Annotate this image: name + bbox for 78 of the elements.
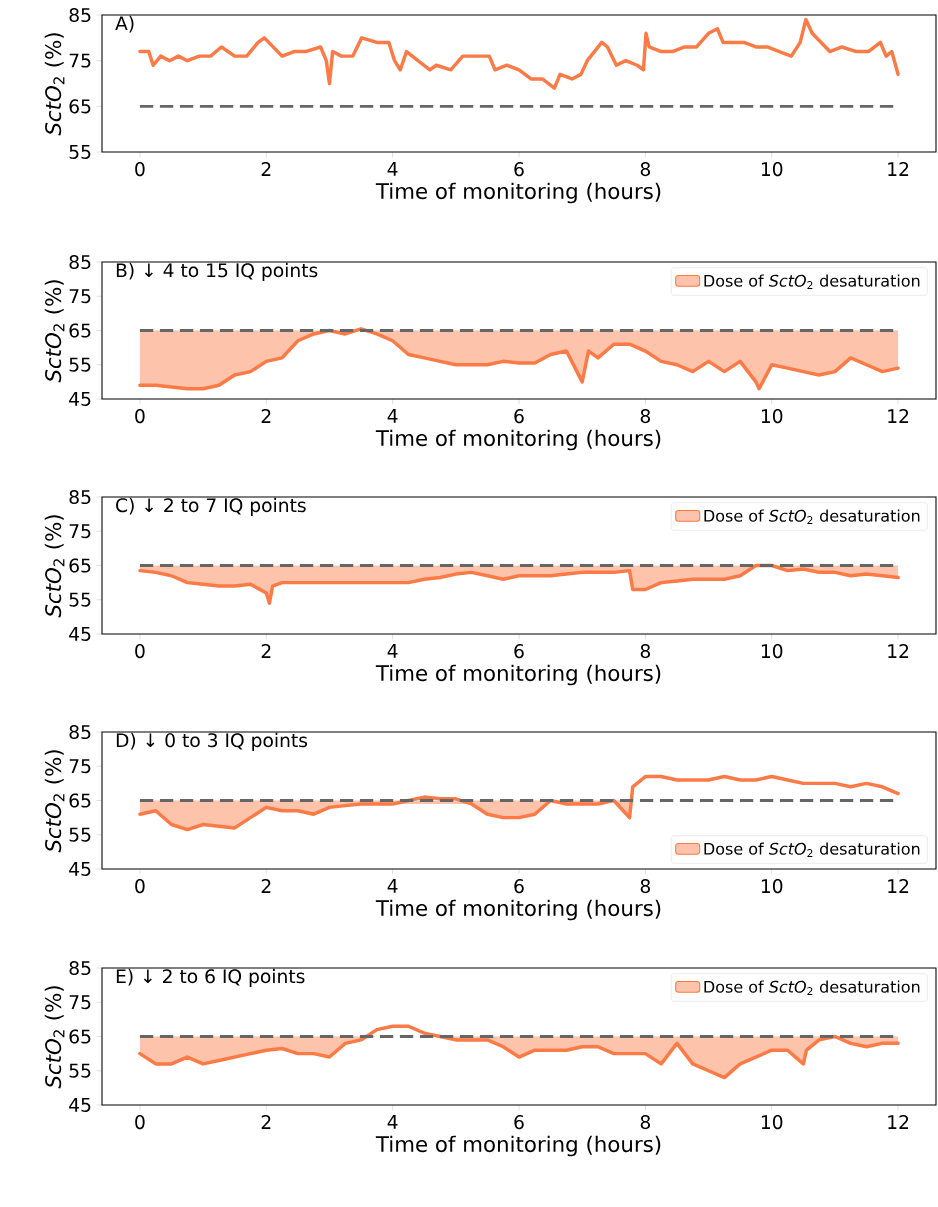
x-tick-label: 12 xyxy=(888,879,909,893)
y-tick-label: 75 xyxy=(69,53,91,68)
x-tick-label: 6 xyxy=(514,162,524,177)
x-tick-label: 12 xyxy=(888,644,909,658)
x-tick-label: 8 xyxy=(640,409,651,424)
y-tick-label: 75 xyxy=(69,289,91,304)
x-tick-label: 8 xyxy=(640,644,651,659)
x-tick-label: 2 xyxy=(261,644,271,658)
chart-title: D) ↓ 0 to 3 IQ points xyxy=(116,732,308,751)
y-tick-label: 45 xyxy=(69,627,91,641)
y-tick-label: 55 xyxy=(69,827,91,842)
y-tick-label: 85 xyxy=(69,7,91,23)
y-axis-title: SctO$_{2}$ (%) xyxy=(44,515,65,618)
x-tick-label: 0 xyxy=(135,1115,145,1130)
x-tick-label: 0 xyxy=(135,162,145,177)
y-tick-label: 65 xyxy=(69,99,91,114)
x-tick-label: 4 xyxy=(387,644,398,658)
y-tick-label: 45 xyxy=(69,392,91,406)
y-tick-label: 55 xyxy=(69,592,91,607)
y-axis-title: SctO$_{2}$ (%) xyxy=(44,986,65,1089)
y-tick-label: 75 xyxy=(69,759,91,774)
x-axis-title: Time of monitoring (hours) xyxy=(375,664,661,686)
x-tick-label: 8 xyxy=(640,162,651,177)
y-tick-label: 45 xyxy=(69,862,91,876)
x-tick-label: 10 xyxy=(761,409,783,424)
y-tick-label: 75 xyxy=(69,524,91,539)
y-axis-title: SctO$_{2}$ (%) xyxy=(44,750,65,853)
x-axis-title: Time of monitoring (hours) xyxy=(375,1135,661,1157)
x-tick-label: 8 xyxy=(640,1115,651,1130)
x-tick-label: 6 xyxy=(514,644,524,659)
legend-label: Dose of SctO$_{2}$ desaturation xyxy=(704,842,920,857)
x-tick-label: 12 xyxy=(888,1115,909,1129)
y-tick-label: 85 xyxy=(69,960,91,976)
x-tick-label: 6 xyxy=(514,409,524,424)
x-tick-label: 0 xyxy=(135,644,145,659)
x-tick-label: 8 xyxy=(640,879,651,894)
y-tick-label: 65 xyxy=(69,558,91,573)
y-tick-label: 65 xyxy=(69,793,91,808)
y-tick-label: 55 xyxy=(69,1063,91,1078)
x-axis-title: Time of monitoring (hours) xyxy=(375,899,661,921)
x-tick-label: 2 xyxy=(261,162,271,176)
y-axis-title: SctO$_{2}$ (%) xyxy=(44,33,65,136)
y-tick-label: 85 xyxy=(69,489,91,505)
x-tick-label: 0 xyxy=(135,409,145,424)
x-tick-label: 0 xyxy=(135,879,145,894)
chart-title: A) xyxy=(115,15,134,33)
y-tick-label: 65 xyxy=(69,323,91,338)
x-tick-label: 6 xyxy=(514,1115,524,1130)
legend-label: Dose of SctO$_{2}$ desaturation xyxy=(704,980,920,995)
x-tick-label: 12 xyxy=(888,409,909,423)
x-tick-label: 2 xyxy=(261,879,271,893)
chart-title: E) ↓ 2 to 6 IQ points xyxy=(116,968,305,987)
x-tick-label: 4 xyxy=(387,162,398,176)
x-tick-label: 2 xyxy=(261,409,271,423)
y-tick-label: 85 xyxy=(69,254,91,270)
x-tick-label: 10 xyxy=(761,879,783,894)
x-tick-label: 4 xyxy=(387,879,398,893)
y-tick-label: 65 xyxy=(69,1029,91,1044)
y-tick-label: 75 xyxy=(69,995,91,1010)
x-axis-title: Time of monitoring (hours) xyxy=(375,429,661,451)
x-tick-label: 6 xyxy=(514,879,524,894)
chart-title: B) ↓ 4 to 15 IQ points xyxy=(116,262,318,281)
y-axis-title: SctO$_{2}$ (%) xyxy=(44,280,65,383)
x-tick-label: 4 xyxy=(387,1115,398,1129)
chart-title: C) ↓ 2 to 7 IQ points xyxy=(116,497,306,516)
x-tick-label: 10 xyxy=(761,1115,783,1130)
x-tick-label: 2 xyxy=(261,1115,271,1129)
y-tick-label: 55 xyxy=(69,357,91,372)
x-tick-label: 10 xyxy=(761,644,783,659)
x-tick-label: 10 xyxy=(761,162,783,177)
legend-label: Dose of SctO$_{2}$ desaturation xyxy=(704,509,920,524)
y-tick-label: 55 xyxy=(69,145,91,159)
x-tick-label: 4 xyxy=(387,409,398,423)
y-tick-label: 85 xyxy=(69,724,91,740)
legend-label: Dose of SctO$_{2}$ desaturation xyxy=(704,274,920,289)
x-axis-title: Time of monitoring (hours) xyxy=(375,182,661,204)
x-tick-label: 12 xyxy=(888,162,909,176)
y-tick-label: 45 xyxy=(69,1098,91,1112)
